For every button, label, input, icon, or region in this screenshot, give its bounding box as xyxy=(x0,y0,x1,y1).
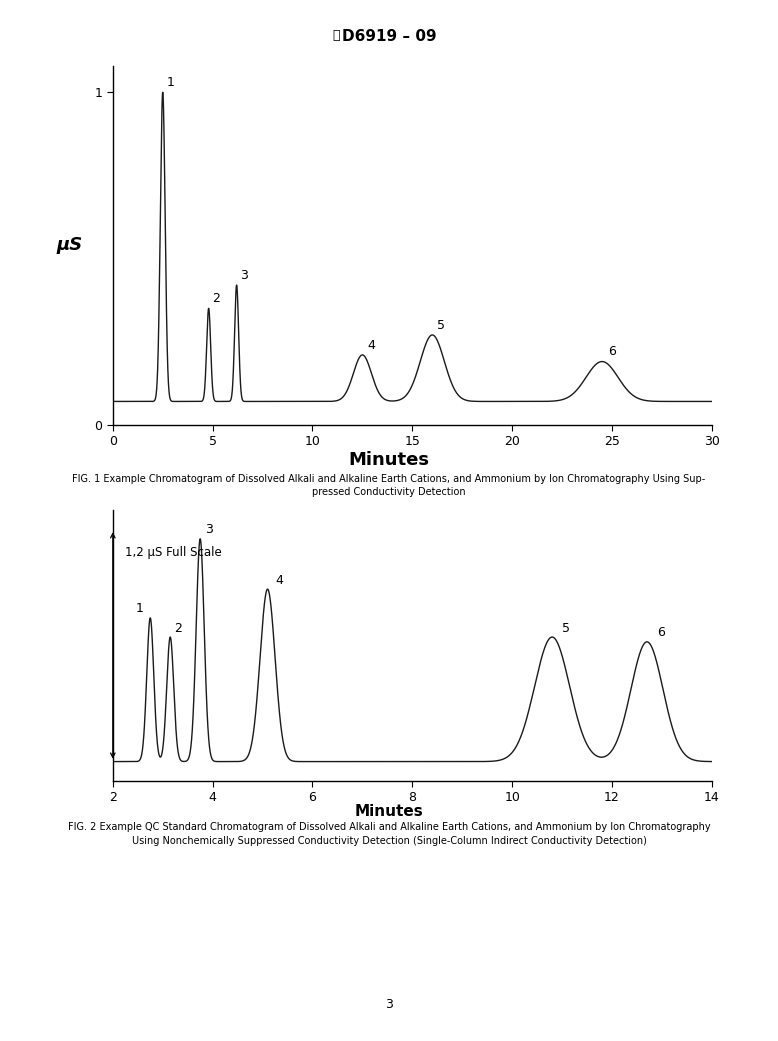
Text: FIG. 1 Example Chromatogram of Dissolved Alkali and Alkaline Earth Cations, and : FIG. 1 Example Chromatogram of Dissolved… xyxy=(72,474,706,497)
Text: 1,2 μS Full Scale: 1,2 μS Full Scale xyxy=(125,547,222,559)
Text: Minutes: Minutes xyxy=(355,804,423,818)
Text: 3: 3 xyxy=(205,524,213,536)
Text: Minutes: Minutes xyxy=(349,451,429,468)
Text: 2: 2 xyxy=(174,621,182,635)
Text: 2: 2 xyxy=(212,293,219,305)
Text: 5: 5 xyxy=(562,621,570,635)
Text: 6: 6 xyxy=(608,346,616,358)
Text: FIG. 2 Example QC Standard Chromatogram of Dissolved Alkali and Alkaline Earth C: FIG. 2 Example QC Standard Chromatogram … xyxy=(68,822,710,845)
Text: 4: 4 xyxy=(367,338,375,352)
Text: D6919 – 09: D6919 – 09 xyxy=(342,29,436,44)
Text: 1: 1 xyxy=(135,603,143,615)
Text: 3: 3 xyxy=(240,269,247,282)
Y-axis label: μS: μS xyxy=(56,236,82,254)
Text: 1: 1 xyxy=(166,76,174,88)
Text: 4: 4 xyxy=(275,574,283,587)
Text: Ⓜ: Ⓜ xyxy=(332,29,340,42)
Text: 5: 5 xyxy=(437,319,445,332)
Text: 6: 6 xyxy=(657,627,665,639)
Text: 3: 3 xyxy=(385,998,393,1011)
